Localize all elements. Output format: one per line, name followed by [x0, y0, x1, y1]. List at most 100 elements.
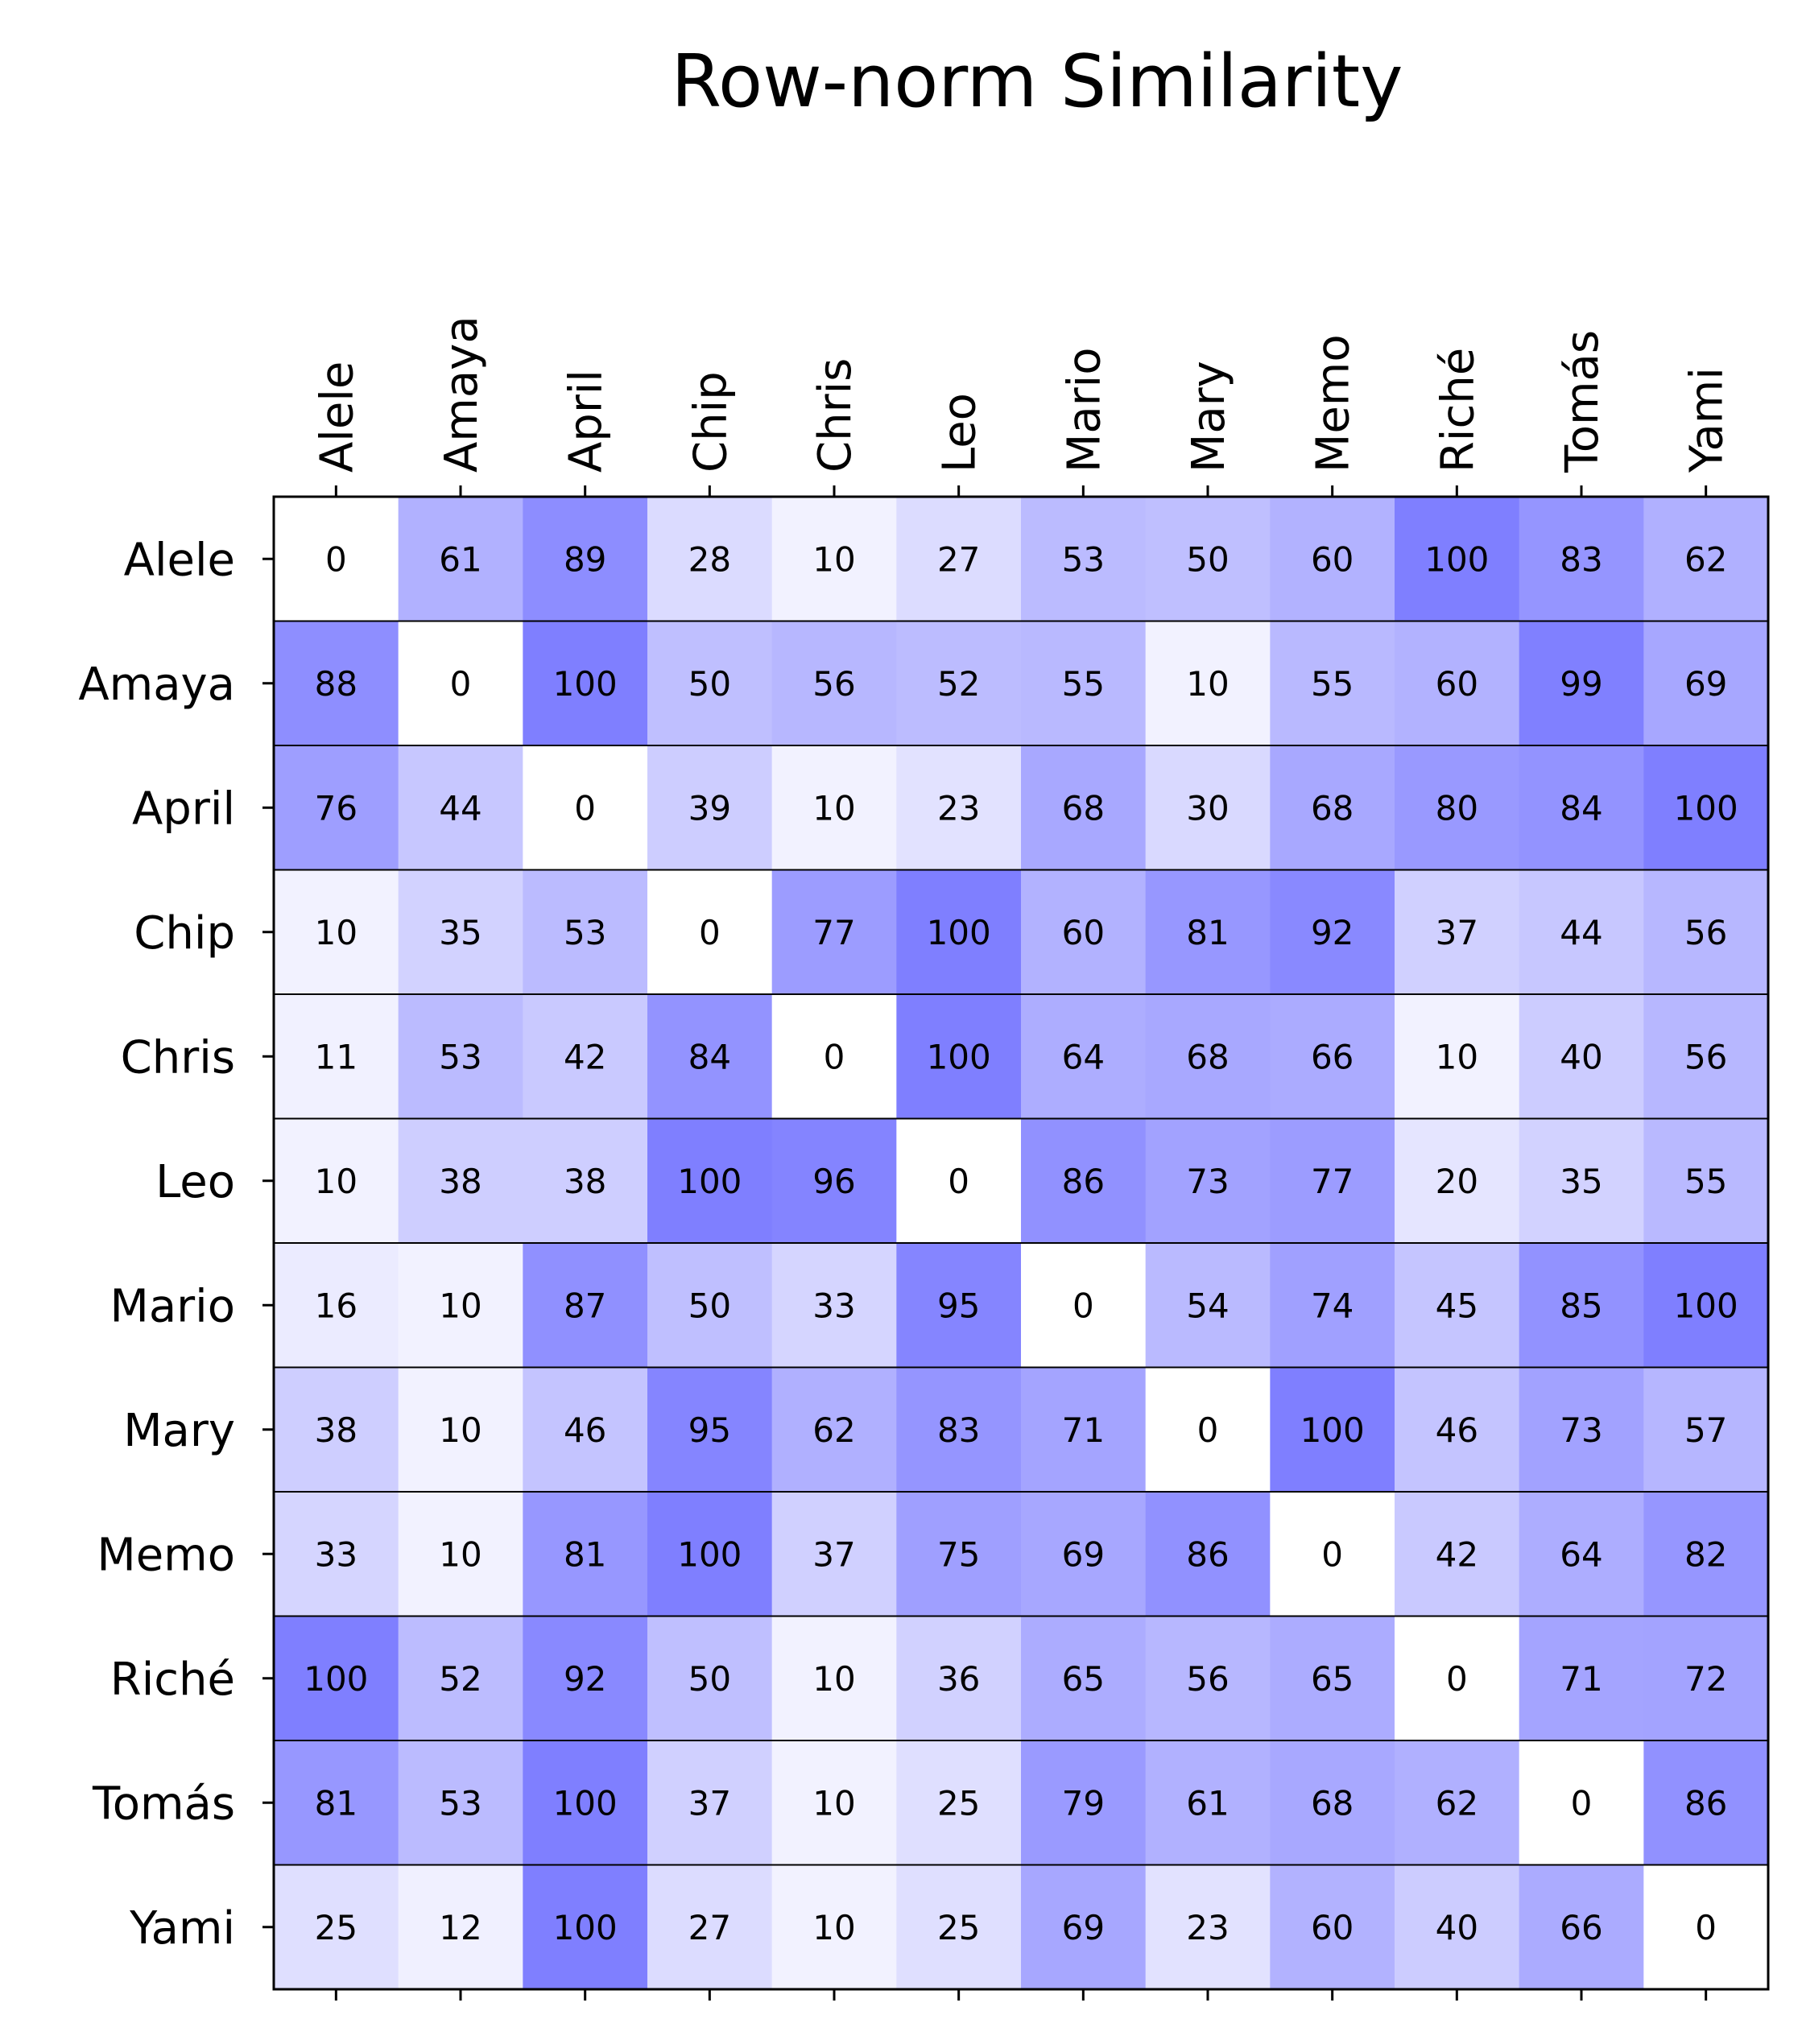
- heatmap-cell-memo-yami: [1643, 1492, 1769, 1617]
- heatmap-cell-riche-alele: [274, 1616, 399, 1741]
- cell-value-label: 100: [677, 1162, 742, 1201]
- heatmap-cell-alele-riche: [1395, 497, 1520, 622]
- chart-title: Row-norm Similarity: [672, 39, 1403, 124]
- y-tick-label-mario: Mario: [110, 1280, 235, 1332]
- cell-value-label: 100: [1300, 1410, 1365, 1450]
- y-axis: Alele Amaya April Chip Chris Leo Mario Mary Memo…: [78, 534, 274, 1955]
- cell-value-label: 86: [1186, 1534, 1229, 1574]
- cell-value-label: 10: [315, 1162, 358, 1201]
- x-axis-top: Alele Amaya April Chip Chris Leo Mario Mary Memo…: [311, 316, 1734, 497]
- y-tick-label-april: April: [132, 783, 235, 835]
- heatmap-cell-yami-leo: [896, 1864, 1022, 1990]
- cell-value-label: 95: [937, 1286, 980, 1325]
- heatmap-cell-riche-leo: [896, 1616, 1022, 1741]
- cell-value-label: 44: [439, 788, 481, 828]
- heatmap-cell-chip-april: [523, 869, 648, 995]
- cell-value-label: 10: [1186, 664, 1229, 704]
- heatmap-cell-april-amaya: [398, 745, 523, 871]
- cell-value-label: 92: [564, 1659, 606, 1699]
- cell-value-label: 100: [927, 913, 991, 952]
- cell-value-label: 62: [812, 1410, 855, 1450]
- cell-value-label: 75: [937, 1534, 980, 1574]
- cell-value-label: 65: [1311, 1659, 1354, 1699]
- cell-value-label: 53: [1062, 539, 1105, 579]
- heatmap-cell-amaya-tomas: [1519, 621, 1644, 746]
- cell-value-label: 72: [1684, 1659, 1727, 1699]
- heatmap-cell-yami-chris: [771, 1864, 897, 1990]
- cell-value-label: 33: [315, 1534, 358, 1574]
- cell-value-label: 60: [1311, 1908, 1354, 1947]
- heatmap-cell-memo-riche: [1395, 1492, 1520, 1617]
- cell-value-label: 53: [439, 1783, 481, 1823]
- cell-value-label: 100: [553, 1783, 618, 1823]
- heatmap-cell-mario-leo: [896, 1243, 1022, 1369]
- heatmap-cell-mary-tomas: [1519, 1367, 1644, 1493]
- cell-value-label: 89: [564, 539, 606, 579]
- cell-value-label: 86: [1684, 1783, 1727, 1823]
- heatmap-cell-chris-tomas: [1519, 994, 1644, 1120]
- heatmap-cell-amaya-leo: [896, 621, 1022, 746]
- cell-value-label: 50: [688, 1659, 731, 1699]
- heatmap-cell-tomas-mario: [1021, 1740, 1147, 1866]
- heatmap-cell-memo-tomas: [1519, 1492, 1644, 1617]
- heatmap-cell-mario-tomas: [1519, 1243, 1644, 1369]
- cell-value-label: 37: [688, 1783, 731, 1823]
- heatmap-cell-mario-memo: [1270, 1243, 1395, 1369]
- cell-value-label: 54: [1186, 1286, 1229, 1325]
- heatmap-cell-tomas-riche: [1395, 1740, 1520, 1866]
- heatmap-cell-leo-alele: [274, 1118, 399, 1244]
- y-tick-label-alele: Alele: [124, 534, 235, 586]
- y-tick-label-tomas: Tomás: [92, 1778, 235, 1830]
- cell-value-label: 0: [325, 539, 347, 579]
- heatmap-cell-april-tomas: [1519, 745, 1644, 871]
- heatmap-cell-april-yami: [1643, 745, 1769, 871]
- heatmap-cell-chip-yami: [1643, 869, 1769, 995]
- cell-value-label: 0: [1446, 1659, 1468, 1699]
- heatmap-cell-yami-alele: [274, 1864, 399, 1990]
- cell-value-label: 46: [564, 1410, 606, 1450]
- cell-value-label: 68: [1062, 788, 1105, 828]
- x-tick-label-memo: Memo: [1308, 334, 1360, 473]
- heatmap-cell-yami-mario: [1021, 1864, 1147, 1990]
- cell-value-label: 42: [1436, 1534, 1478, 1574]
- heatmap-cell-chris-yami: [1643, 994, 1769, 1120]
- cell-value-label: 100: [304, 1659, 368, 1699]
- x-tick-label-mario: Mario: [1058, 348, 1110, 473]
- cell-value-label: 56: [1684, 1037, 1727, 1076]
- heatmap-cell-leo-chip: [647, 1118, 773, 1244]
- cell-value-label: 68: [1186, 1037, 1229, 1076]
- heatmap-cell-april-alele: [274, 745, 399, 871]
- cell-value-label: 27: [937, 539, 980, 579]
- cell-value-label: 100: [553, 1908, 618, 1947]
- cell-value-label: 100: [553, 664, 618, 704]
- cell-value-label: 81: [564, 1534, 606, 1574]
- cell-value-label: 81: [315, 1783, 358, 1823]
- heatmap-cell-tomas-chip: [647, 1740, 773, 1866]
- cell-value-label: 45: [1436, 1286, 1478, 1325]
- heatmap-cell-chip-mario: [1021, 869, 1147, 995]
- cell-value-label: 50: [688, 664, 731, 704]
- cell-value-label: 40: [1560, 1037, 1602, 1076]
- heatmap-cell-mary-chris: [771, 1367, 897, 1493]
- heatmap-cell-alele-april: [523, 497, 648, 622]
- heatmap-cell-alele-tomas: [1519, 497, 1644, 622]
- row-separators: [274, 620, 1768, 1866]
- cell-value-label: 0: [1197, 1410, 1219, 1450]
- heatmap-cell-leo-mary: [1145, 1118, 1271, 1244]
- cell-value-label: 0: [1073, 1286, 1094, 1325]
- heatmap-cell-april-chris: [771, 745, 897, 871]
- cell-value-label: 71: [1062, 1410, 1105, 1450]
- cell-value-label: 35: [439, 913, 481, 952]
- heatmap-cell-riche-chip: [647, 1616, 773, 1741]
- cell-value-label: 10: [315, 913, 358, 952]
- heatmap-cell-leo-memo: [1270, 1118, 1395, 1244]
- heatmap-cell-april-leo: [896, 745, 1022, 871]
- heatmap-cell-tomas-memo: [1270, 1740, 1395, 1866]
- heatmap-cell-mario-chip: [647, 1243, 773, 1369]
- heatmap-cell-memo-chris: [771, 1492, 897, 1617]
- heatmap-cell-yami-memo: [1270, 1864, 1395, 1990]
- heatmap-cell-chip-mary: [1145, 869, 1271, 995]
- cell-value-label: 74: [1311, 1286, 1354, 1325]
- x-tick-label-riche: Riché: [1432, 348, 1484, 473]
- x-tick-label-april: April: [560, 370, 613, 473]
